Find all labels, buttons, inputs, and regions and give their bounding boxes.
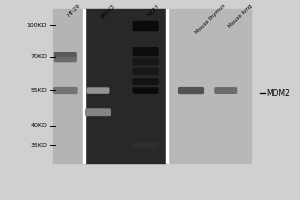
FancyBboxPatch shape xyxy=(133,79,158,84)
Text: 35KD: 35KD xyxy=(31,143,47,148)
FancyBboxPatch shape xyxy=(86,109,110,115)
Text: 40KD: 40KD xyxy=(31,123,47,128)
FancyBboxPatch shape xyxy=(133,143,158,148)
Text: Mouse lung: Mouse lung xyxy=(227,3,253,29)
Text: 70KD: 70KD xyxy=(31,54,47,59)
Text: 100KD: 100KD xyxy=(27,23,47,28)
Bar xyxy=(167,9,251,163)
FancyBboxPatch shape xyxy=(54,53,76,59)
FancyBboxPatch shape xyxy=(133,88,158,93)
FancyBboxPatch shape xyxy=(133,58,158,65)
Bar xyxy=(83,9,85,163)
FancyBboxPatch shape xyxy=(179,88,203,93)
FancyBboxPatch shape xyxy=(87,88,109,93)
Text: Mouse thymus: Mouse thymus xyxy=(195,3,226,35)
FancyBboxPatch shape xyxy=(133,48,158,56)
Text: 55KD: 55KD xyxy=(31,88,47,93)
Bar xyxy=(53,9,84,163)
FancyBboxPatch shape xyxy=(54,57,76,62)
Bar xyxy=(166,9,168,163)
Text: HT-29: HT-29 xyxy=(67,3,82,18)
FancyBboxPatch shape xyxy=(133,22,158,31)
FancyBboxPatch shape xyxy=(54,88,77,93)
Bar xyxy=(84,9,167,163)
Text: MDM2: MDM2 xyxy=(266,89,290,98)
Text: SKOV3: SKOV3 xyxy=(100,3,116,20)
FancyBboxPatch shape xyxy=(215,88,237,93)
FancyBboxPatch shape xyxy=(133,68,158,75)
Text: MCF7: MCF7 xyxy=(147,3,161,18)
